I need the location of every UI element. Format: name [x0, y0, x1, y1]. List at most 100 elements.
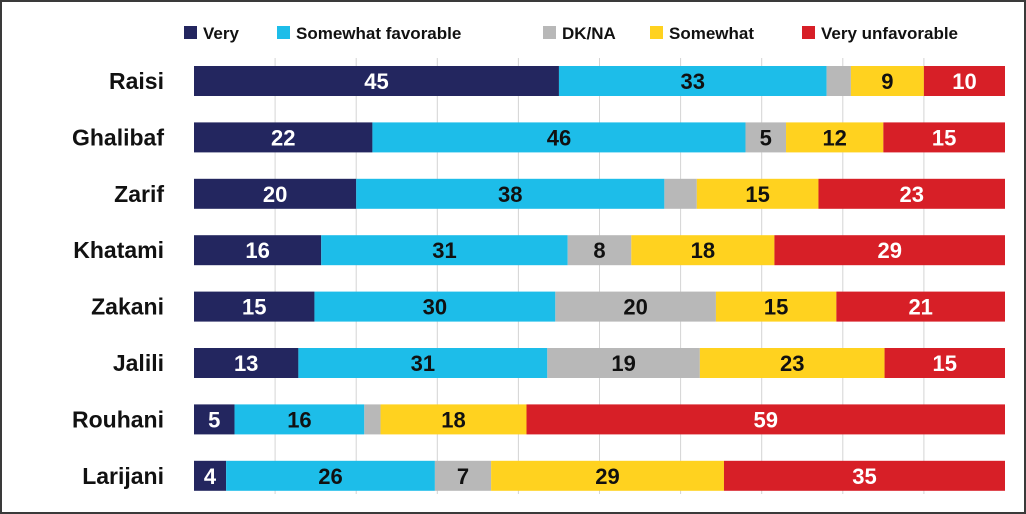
data-label-somewhat-favorable: 31 — [411, 351, 435, 376]
bar-segment-dk-na — [547, 348, 700, 378]
data-label-very-unfavorable: 29 — [877, 238, 901, 263]
category-labels: Raisi Ghalibaf Zarif Khatami Zakani Jalili Rou… — [72, 68, 164, 489]
bar-segment-somewhat-favorable — [321, 235, 568, 266]
bar-segment-very — [194, 291, 315, 322]
data-label-very-unfavorable: 21 — [908, 295, 932, 320]
bar-segment-very — [194, 66, 559, 96]
bar-segment-very-unfavorable — [884, 348, 1005, 378]
bar-segment-very — [194, 235, 322, 266]
bar-segment-dk-na — [826, 66, 851, 96]
bar-segment-somewhat — [715, 291, 837, 322]
bar-segment-very — [194, 404, 235, 435]
data-label-dk-na: 19 — [611, 351, 635, 376]
bar-segment-somewhat-favorable — [314, 291, 556, 322]
bar-row-khatami: 16 31 8 18 29 — [194, 235, 1005, 266]
legend-label-somewhat-favorable: Somewhat favorable — [296, 24, 461, 43]
data-label-somewhat: 18 — [691, 238, 715, 263]
data-label-somewhat-favorable: 26 — [318, 464, 342, 489]
bar-segment-somewhat — [631, 235, 775, 266]
data-label-somewhat: 9 — [881, 69, 893, 94]
bar-segment-very-unfavorable — [836, 291, 1005, 322]
bar-segment-somewhat-favorable — [226, 460, 435, 491]
legend-label-somewhat: Somewhat — [669, 24, 754, 43]
category-label-jalili: Jalili — [113, 350, 164, 376]
data-label-somewhat-favorable: 46 — [547, 125, 571, 150]
bar-segment-very — [194, 178, 357, 209]
bar-segment-somewhat-favorable — [558, 66, 827, 96]
bar-segment-somewhat-favorable — [298, 348, 548, 378]
data-label-somewhat-favorable: 33 — [681, 69, 705, 94]
bar-segment-dk-na — [555, 291, 716, 322]
category-label-ghalibaf: Ghalibaf — [72, 124, 164, 150]
data-label-very: 20 — [263, 182, 287, 207]
bar-segment-very-unfavorable — [818, 178, 1005, 209]
category-label-khatami: Khatami — [73, 237, 164, 263]
bar-segment-dk-na — [434, 460, 492, 491]
data-label-very: 22 — [271, 125, 295, 150]
bar-segment-very — [194, 460, 227, 491]
legend-swatch-very — [184, 26, 197, 39]
data-label-somewhat-favorable: 38 — [498, 182, 522, 207]
category-label-raisi: Raisi — [109, 68, 164, 94]
bar-segment-dk-na — [567, 235, 632, 266]
bar-row-zakani: 15 30 20 15 21 — [194, 291, 1005, 322]
legend-swatch-somewhat — [650, 26, 663, 39]
legend-swatch-somewhat-favorable — [277, 26, 290, 39]
category-label-larijani: Larijani — [82, 463, 164, 489]
bar-segment-dk-na — [745, 122, 787, 153]
bar-segment-very — [194, 348, 299, 378]
data-label-dk-na: 7 — [457, 464, 469, 489]
legend-label-dk-na: DK/NA — [562, 24, 616, 43]
bar-segment-very-unfavorable — [526, 404, 1005, 435]
category-label-zarif: Zarif — [114, 181, 164, 207]
data-label-very: 13 — [234, 351, 258, 376]
data-label-very-unfavorable: 10 — [952, 69, 976, 94]
data-label-very: 45 — [364, 69, 388, 94]
bar-segment-very-unfavorable — [723, 460, 1005, 491]
bar-segment-somewhat — [699, 348, 885, 378]
bar-row-jalili: 13 31 19 23 15 — [194, 348, 1005, 378]
data-label-somewhat-favorable: 31 — [432, 238, 456, 263]
bar-segment-very-unfavorable — [774, 235, 1005, 266]
data-label-dk-na: 8 — [593, 238, 605, 263]
data-label-very-unfavorable: 59 — [754, 407, 778, 432]
category-label-rouhani: Rouhani — [72, 406, 164, 432]
legend: Very Somewhat favorable DK/NA Somewhat Very … — [184, 24, 958, 43]
bar-row-larijani: 4 26 7 29 35 — [194, 460, 1005, 491]
bar-row-zarif: 20 38 15 23 — [194, 178, 1005, 209]
bar-segment-very-unfavorable — [883, 122, 1005, 153]
bar-segment-somewhat — [491, 460, 724, 491]
data-label-very: 16 — [245, 238, 269, 263]
data-label-somewhat-favorable: 16 — [287, 407, 311, 432]
data-label-somewhat: 15 — [764, 295, 788, 320]
data-label-somewhat: 29 — [595, 464, 619, 489]
data-label-very-unfavorable: 35 — [852, 464, 876, 489]
data-label-somewhat: 12 — [822, 125, 846, 150]
bar-segment-somewhat — [850, 66, 924, 96]
bar-segment-dk-na — [364, 404, 381, 435]
bar-segment-somewhat-favorable — [234, 404, 365, 435]
data-label-very: 4 — [204, 464, 217, 489]
data-label-very-unfavorable: 15 — [932, 125, 956, 150]
data-label-very: 5 — [208, 407, 220, 432]
data-label-dk-na: 20 — [623, 295, 647, 320]
bar-row-raisi: 45 33 9 10 — [194, 66, 1005, 96]
legend-label-very: Very — [203, 24, 239, 43]
data-label-dk-na: 5 — [760, 125, 772, 150]
data-label-very-unfavorable: 23 — [899, 182, 923, 207]
bar-segment-somewhat — [696, 178, 819, 209]
legend-swatch-dk-na — [543, 26, 556, 39]
data-label-somewhat: 18 — [441, 407, 465, 432]
bar-row-ghalibaf: 22 46 5 12 15 — [194, 122, 1005, 153]
bar-segment-somewhat-favorable — [372, 122, 746, 153]
legend-swatch-very-unfavorable — [802, 26, 815, 39]
bar-segment-somewhat — [786, 122, 884, 153]
data-label-somewhat: 23 — [780, 351, 804, 376]
bar-segment-very — [194, 122, 373, 153]
bar-row-rouhani: 5 16 18 59 — [194, 404, 1005, 435]
legend-label-very-unfavorable: Very unfavorable — [821, 24, 958, 43]
data-label-somewhat: 15 — [745, 182, 769, 207]
data-label-very: 15 — [242, 295, 266, 320]
